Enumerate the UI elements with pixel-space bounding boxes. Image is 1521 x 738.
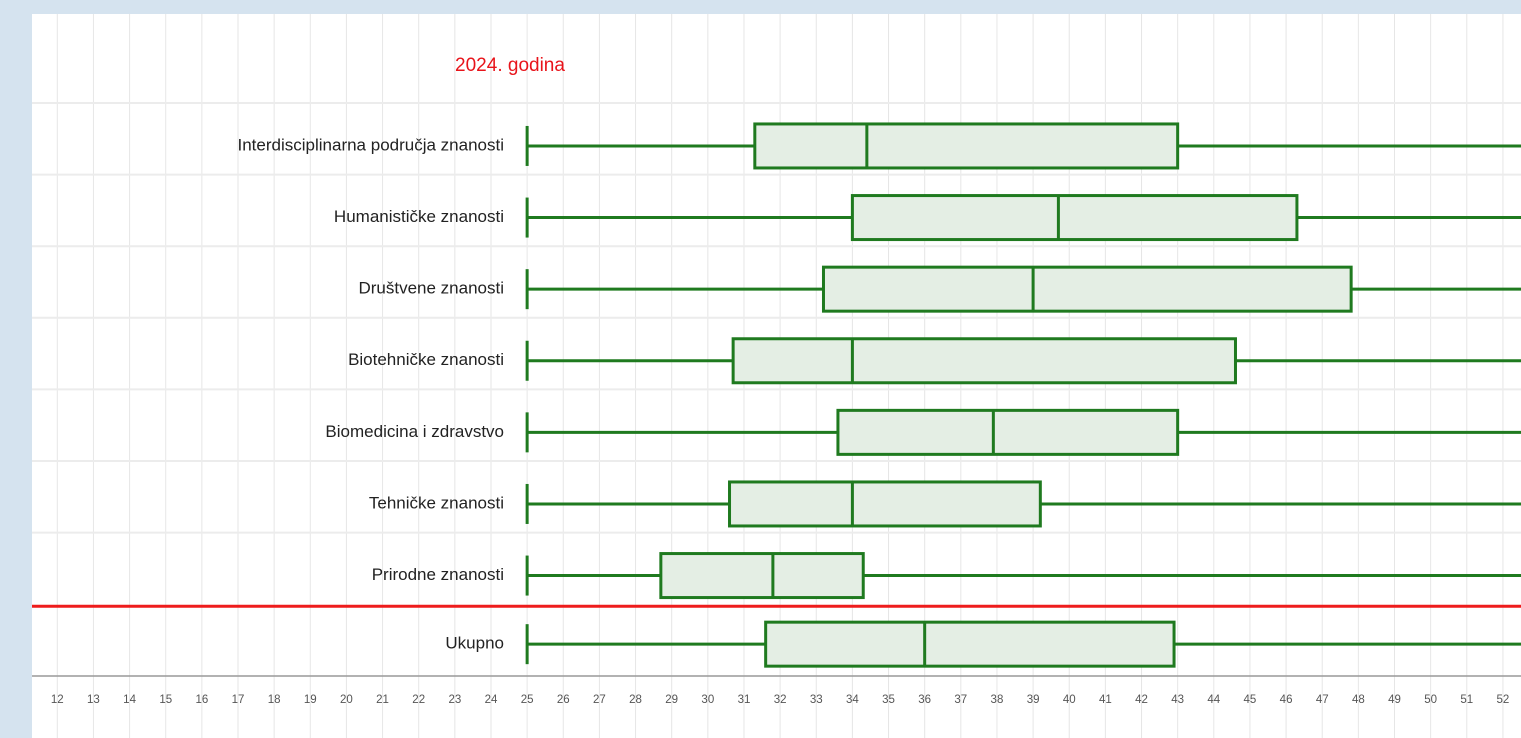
x-tick-label: 19 <box>304 694 317 706</box>
x-tick-label: 22 <box>412 694 425 706</box>
x-tick-label: 34 <box>846 694 859 706</box>
category-label: Prirodne znanosti <box>372 565 504 584</box>
category-label: Ukupno <box>445 634 504 653</box>
x-tick-label: 23 <box>448 694 461 706</box>
category-label: Interdisciplinarna područja znanosti <box>238 135 505 154</box>
x-tick-label: 49 <box>1388 694 1401 706</box>
x-tick-label: 14 <box>123 694 136 706</box>
x-tick-label: 45 <box>1244 694 1257 706</box>
x-tick-label: 52 <box>1497 694 1510 706</box>
box <box>836 408 1180 456</box>
x-tick-label: 44 <box>1207 694 1220 706</box>
x-tick-label: 13 <box>87 694 100 706</box>
x-tick-label: 41 <box>1099 694 1112 706</box>
x-tick-label: 50 <box>1424 694 1437 706</box>
category-label: Biotehničke znanosti <box>348 350 504 369</box>
x-tick-label: 16 <box>195 694 208 706</box>
x-tick-label: 51 <box>1460 694 1473 706</box>
x-tick-label: 47 <box>1316 694 1329 706</box>
x-tick-label: 35 <box>882 694 895 706</box>
box <box>821 265 1353 313</box>
x-tick-label: 29 <box>665 694 678 706</box>
x-tick-label: 38 <box>991 694 1004 706</box>
box <box>659 552 865 600</box>
box <box>850 194 1299 242</box>
x-tick-label: 25 <box>521 694 534 706</box>
x-tick-label: 27 <box>593 694 606 706</box>
category-label: Biomedicina i zdravstvo <box>325 422 504 441</box>
x-tick-label: 46 <box>1280 694 1293 706</box>
x-tick-label: 36 <box>918 694 931 706</box>
x-tick-label: 20 <box>340 694 353 706</box>
x-tick-label: 26 <box>557 694 570 706</box>
x-tick-label: 48 <box>1352 694 1365 706</box>
box <box>764 620 1176 668</box>
category-label: Humanističke znanosti <box>334 207 504 226</box>
x-tick-label: 42 <box>1135 694 1148 706</box>
x-tick-label: 30 <box>701 694 714 706</box>
box <box>731 337 1237 385</box>
x-tick-label: 28 <box>629 694 642 706</box>
x-tick-label: 39 <box>1027 694 1040 706</box>
x-tick-label: 33 <box>810 694 823 706</box>
box <box>753 122 1180 170</box>
x-tick-label: 24 <box>485 694 498 706</box>
box <box>728 480 1042 528</box>
chart-title: 2024. godina <box>455 55 565 76</box>
x-tick-label: 32 <box>774 694 787 706</box>
x-tick-label: 43 <box>1171 694 1184 706</box>
x-tick-label: 21 <box>376 694 389 706</box>
x-tick-label: 12 <box>51 694 64 706</box>
x-tick-label: 15 <box>159 694 172 706</box>
x-tick-label: 17 <box>232 694 245 706</box>
category-label: Tehničke znanosti <box>369 493 504 512</box>
x-tick-label: 37 <box>954 694 967 706</box>
x-tick-label: 40 <box>1063 694 1076 706</box>
x-tick-label: 18 <box>268 694 281 706</box>
category-label: Društvene znanosti <box>358 279 504 298</box>
x-tick-label: 31 <box>738 694 751 706</box>
